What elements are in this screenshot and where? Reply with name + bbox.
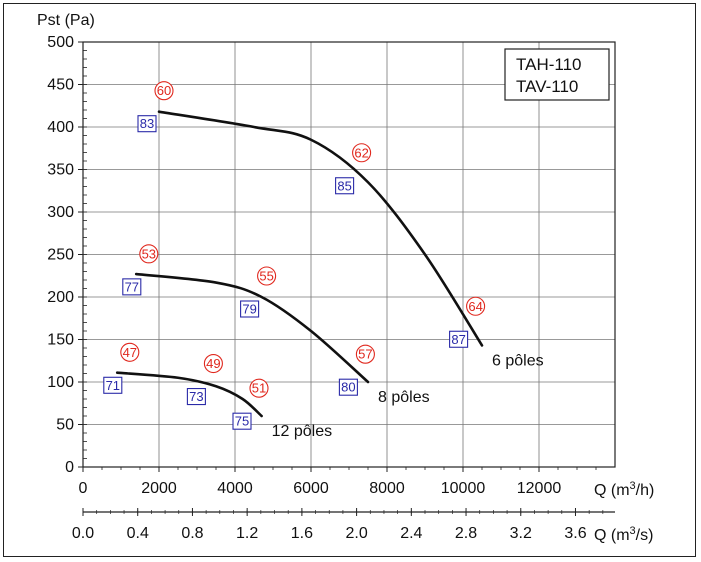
series-line bbox=[134, 272, 370, 384]
x-tick-label: 6000 bbox=[293, 480, 329, 497]
lp-marker-circle bbox=[203, 353, 223, 374]
x2-axis-title-tail: /s) bbox=[636, 527, 654, 544]
y-tick-label: 150 bbox=[47, 332, 74, 349]
x-axis-title-tail: /h) bbox=[636, 482, 655, 499]
x2-tick-label: 3.2 bbox=[510, 525, 532, 542]
series-line bbox=[157, 110, 484, 347]
x-tick-label: 4000 bbox=[217, 480, 253, 497]
y-tick-label: 450 bbox=[47, 77, 74, 94]
y-tick-label: 200 bbox=[47, 289, 74, 306]
y-tick-label: 250 bbox=[47, 247, 74, 264]
lp-marker-circle bbox=[249, 378, 269, 398]
x2-tick-label: 3.6 bbox=[564, 525, 586, 542]
y-tick-label: 300 bbox=[47, 204, 74, 221]
x2-tick-label: 0.8 bbox=[181, 525, 203, 542]
lw-marker-box bbox=[186, 387, 206, 406]
x-tick-label: 2000 bbox=[141, 480, 177, 497]
y-axis: 0 50 100 150 200 250 300 350 400 450 500 bbox=[47, 34, 83, 476]
lw-marker-text: 73 bbox=[189, 389, 203, 404]
lp-marker-circle bbox=[154, 81, 174, 101]
grid bbox=[83, 42, 615, 467]
x2-axis-title-sup: 3 bbox=[630, 525, 636, 537]
lp-marker-circle bbox=[257, 266, 277, 286]
lw-marker-box bbox=[232, 412, 252, 430]
lw-marker-box bbox=[338, 378, 358, 396]
lw-marker-box bbox=[449, 330, 469, 348]
x2-tick-label: 0.4 bbox=[127, 525, 149, 542]
x2-axis: 0.0 0.4 0.8 1.2 1.6 2.0 2.4 2.8 3.2 3.6 bbox=[72, 508, 615, 542]
lp-marker-circle bbox=[466, 296, 486, 316]
lw-marker-text: 75 bbox=[235, 414, 249, 429]
lw-marker-text: 83 bbox=[140, 116, 154, 131]
y-tick-label: 350 bbox=[47, 162, 74, 179]
x-axis-title-sup: 3 bbox=[630, 480, 636, 492]
lp-marker-text: 60 bbox=[157, 83, 171, 98]
lw-marker-box bbox=[240, 300, 260, 318]
y-tick-label: 500 bbox=[47, 34, 74, 51]
series-labels: 6 pôles 8 pôles 12 pôles bbox=[272, 352, 544, 440]
lw-marker-text: 71 bbox=[106, 378, 120, 393]
series-label: 6 pôles bbox=[492, 352, 544, 369]
x-axis-title-main: Q (m bbox=[594, 482, 630, 499]
y-axis-title: Pst (Pa) bbox=[37, 12, 95, 29]
lw-marker-box bbox=[122, 278, 142, 296]
lp-marker-circle bbox=[120, 342, 140, 362]
y-tick-label: 100 bbox=[47, 374, 74, 391]
lp-marker-circle bbox=[352, 143, 372, 163]
series-label: 12 pôles bbox=[272, 423, 333, 440]
legend-line-1: TAH-110 bbox=[516, 55, 582, 74]
x-tick-label: 10000 bbox=[441, 480, 486, 497]
series-line bbox=[115, 371, 263, 418]
y-tick-label: 0 bbox=[65, 459, 74, 476]
lp-marker-circle bbox=[355, 344, 375, 364]
lw-marker-box bbox=[335, 177, 355, 195]
x-tick-label: 8000 bbox=[369, 480, 405, 497]
series-curves bbox=[115, 110, 484, 418]
x2-tick-label: 2.8 bbox=[455, 525, 477, 542]
x-tick-label: 12000 bbox=[517, 480, 562, 497]
lp-marker-text: 51 bbox=[252, 381, 266, 396]
lp-marker-text: 57 bbox=[358, 347, 372, 362]
lw-marker-box bbox=[103, 376, 123, 394]
lw-marker-box bbox=[137, 115, 157, 133]
x2-tick-label: 0.0 bbox=[72, 525, 94, 542]
lp-marker-text: 64 bbox=[468, 299, 482, 314]
lp-marker-text: 49 bbox=[206, 356, 220, 371]
x2-axis-title: Q (m3/s) bbox=[594, 525, 653, 544]
x-axis: 0 2000 4000 6000 8000 10000 12000 bbox=[79, 467, 562, 497]
lp-marker-text: 53 bbox=[142, 246, 156, 261]
lp-marker-text: 62 bbox=[354, 145, 368, 160]
noise-markers: 83 60 85 62 87 64 77 53 79 55 80 57 71 47 73 49 75 51 bbox=[103, 81, 486, 430]
lp-marker-circle bbox=[139, 244, 159, 264]
lp-marker-text: 47 bbox=[123, 345, 137, 360]
x2-tick-label: 1.6 bbox=[291, 525, 313, 542]
x-axis-title: Q (m3/h) bbox=[594, 480, 654, 499]
y-tick-label: 50 bbox=[56, 417, 74, 434]
lw-marker-text: 80 bbox=[341, 380, 355, 395]
lw-marker-text: 85 bbox=[337, 178, 351, 193]
x2-tick-label: 1.2 bbox=[236, 525, 258, 542]
legend-line-2: TAV-110 bbox=[516, 77, 578, 96]
lw-marker-text: 79 bbox=[242, 302, 256, 317]
series-label: 8 pôles bbox=[378, 389, 430, 406]
x2-axis-title-main: Q (m bbox=[594, 527, 630, 544]
lw-marker-text: 77 bbox=[125, 279, 139, 294]
legend-box: TAH-110 TAV-110 bbox=[504, 48, 610, 101]
y-tick-label: 400 bbox=[47, 119, 74, 136]
x2-tick-label: 2.0 bbox=[345, 525, 367, 542]
x2-tick-label: 2.4 bbox=[400, 525, 422, 542]
x-tick-label: 0 bbox=[79, 480, 88, 497]
lw-marker-text: 87 bbox=[451, 332, 465, 347]
lp-marker-text: 55 bbox=[259, 269, 273, 284]
